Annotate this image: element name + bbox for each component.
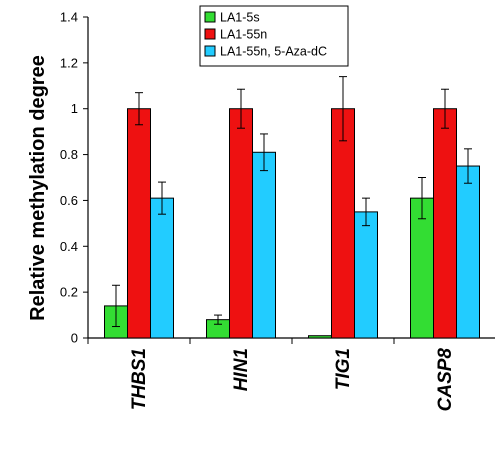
bar	[308, 335, 332, 339]
legend: LA1-5s LA1-55n LA1-55n, 5-Aza-dC	[199, 5, 349, 67]
plot-area: 0 0.2 0.4 0.6 0.8 1 1.2 1.4 THBS1 HIN1 TIG1 CASP8	[60, 10, 495, 412]
legend-swatch	[204, 28, 216, 40]
bar	[150, 197, 174, 339]
legend-label: LA1-55n	[220, 28, 267, 42]
x-category-label: CASP8	[435, 348, 456, 412]
legend-label: LA1-55n, 5-Aza-dC	[220, 45, 327, 59]
bar	[331, 108, 355, 339]
bar	[433, 108, 457, 339]
y-tick-label: 1.4	[60, 10, 78, 25]
y-tick-label: 1	[71, 101, 78, 116]
y-tick-label: 0.2	[60, 285, 78, 300]
bar	[229, 108, 253, 339]
legend-swatch	[204, 45, 216, 57]
legend-label: LA1-5s	[220, 11, 260, 25]
legend-box	[199, 5, 349, 67]
y-tick-label: 1.2	[60, 55, 78, 70]
bar	[456, 165, 480, 339]
y-tick-label: 0.6	[60, 193, 78, 208]
bar	[127, 108, 151, 339]
y-tick-label: 0	[71, 331, 78, 346]
y-tick-label: 0.4	[60, 239, 78, 254]
bar	[252, 151, 276, 339]
legend-swatch	[204, 11, 216, 23]
y-tick-label: 0.8	[60, 147, 78, 162]
x-category-label: HIN1	[231, 348, 252, 391]
x-category-label: THBS1	[129, 348, 150, 410]
y-axis-label: Relative methylation degree	[27, 55, 49, 321]
bar	[354, 211, 378, 339]
x-category-label: TIG1	[333, 348, 354, 390]
